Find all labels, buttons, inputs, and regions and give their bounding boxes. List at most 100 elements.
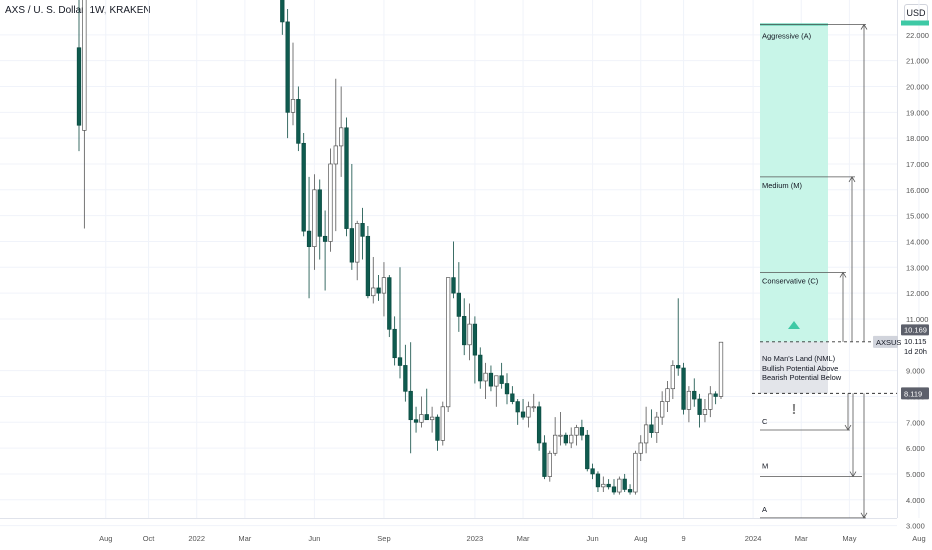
candle-body xyxy=(579,427,585,436)
price-tick-label: 6.000 xyxy=(906,444,925,453)
candle-body xyxy=(563,434,568,444)
candle-body xyxy=(451,277,456,294)
candle xyxy=(322,210,328,291)
time-tick-label: 2022 xyxy=(188,534,205,543)
candle-body xyxy=(349,228,354,263)
zone-top-tag xyxy=(901,20,929,26)
candle xyxy=(317,179,322,260)
candle-body xyxy=(360,223,365,237)
arrow-a-head xyxy=(860,512,868,519)
candle-body xyxy=(622,478,627,490)
candle xyxy=(392,316,397,366)
candle-body xyxy=(510,393,515,402)
candle xyxy=(467,303,472,361)
candle xyxy=(488,365,494,392)
candle xyxy=(371,256,376,304)
candle-body xyxy=(285,21,290,113)
price-tick-label: 14.000 xyxy=(906,237,929,246)
candle xyxy=(290,42,296,126)
candle-body xyxy=(328,163,333,242)
candle-body xyxy=(429,416,435,421)
support-price-tag-bg xyxy=(901,387,929,400)
arrow-medium-head xyxy=(848,176,856,183)
candle xyxy=(638,435,643,462)
candle xyxy=(649,409,654,438)
candle xyxy=(312,174,317,270)
candle-body xyxy=(365,235,371,297)
candle xyxy=(595,471,601,493)
candle xyxy=(408,342,413,454)
candle xyxy=(296,86,301,152)
time-tick-label: Aug xyxy=(634,534,647,543)
candle-body xyxy=(558,434,563,437)
candle-body xyxy=(306,230,312,247)
candle xyxy=(328,148,333,252)
candle xyxy=(494,375,499,407)
candle xyxy=(435,414,440,451)
candle-body xyxy=(280,0,285,23)
candle xyxy=(547,450,552,482)
label-aggressive: Aggressive (A) xyxy=(762,31,812,40)
label-nml: No Man's Land (NML) xyxy=(762,354,836,363)
candle xyxy=(301,132,306,237)
candle xyxy=(606,479,611,490)
candle-body xyxy=(595,473,601,488)
candle xyxy=(702,399,708,423)
candle-body xyxy=(82,0,87,131)
candle-body xyxy=(638,442,643,454)
candle xyxy=(670,360,675,400)
candle-body xyxy=(446,277,451,408)
time-tick-label: Aug xyxy=(912,534,925,543)
candle-body xyxy=(686,390,692,410)
candle-body xyxy=(590,468,595,475)
candle xyxy=(718,341,724,400)
candle xyxy=(387,275,392,338)
candle-body xyxy=(659,401,665,418)
candle xyxy=(339,86,344,177)
candle xyxy=(472,316,478,384)
price-tick-label: 12.000 xyxy=(906,289,929,298)
candle xyxy=(451,241,456,299)
candle xyxy=(654,411,659,443)
currency-button[interactable]: USD xyxy=(904,4,928,22)
candle xyxy=(285,9,290,139)
candle-body xyxy=(392,328,397,359)
candle xyxy=(574,424,579,446)
candle xyxy=(333,78,338,232)
candle-body xyxy=(403,365,408,392)
candle xyxy=(713,391,718,405)
candle xyxy=(446,277,451,412)
label-bearish: Bearish Potential Below xyxy=(762,373,842,382)
candle xyxy=(579,419,585,441)
candle xyxy=(627,484,633,495)
candle-body xyxy=(333,145,338,165)
bullish-up-marker xyxy=(788,321,800,329)
candle xyxy=(381,262,387,317)
candle xyxy=(355,220,360,281)
candle xyxy=(510,386,515,405)
candle xyxy=(424,388,429,421)
candle xyxy=(306,176,312,299)
price-tick-label: 15.000 xyxy=(906,212,929,221)
candle-body xyxy=(478,354,483,382)
candle-body xyxy=(472,323,478,356)
candle-body xyxy=(654,416,659,433)
candle-body xyxy=(627,489,633,493)
candle-body xyxy=(697,398,702,415)
candle xyxy=(659,391,665,425)
candle-body xyxy=(504,383,510,395)
price-tick-label: 16.000 xyxy=(906,186,929,195)
candle xyxy=(643,406,649,454)
candle xyxy=(499,362,504,389)
candle-body xyxy=(536,406,542,444)
candle-body xyxy=(397,357,403,366)
candle xyxy=(681,362,686,415)
time-tick-label: Mar xyxy=(517,534,530,543)
price-tick-label: 13.000 xyxy=(906,263,929,272)
bearish-exclaim-marker: ! xyxy=(792,401,797,418)
candle xyxy=(504,373,510,405)
target-zone xyxy=(760,24,828,342)
candle xyxy=(536,401,542,451)
countdown-tag: 1d 20h xyxy=(904,347,927,356)
